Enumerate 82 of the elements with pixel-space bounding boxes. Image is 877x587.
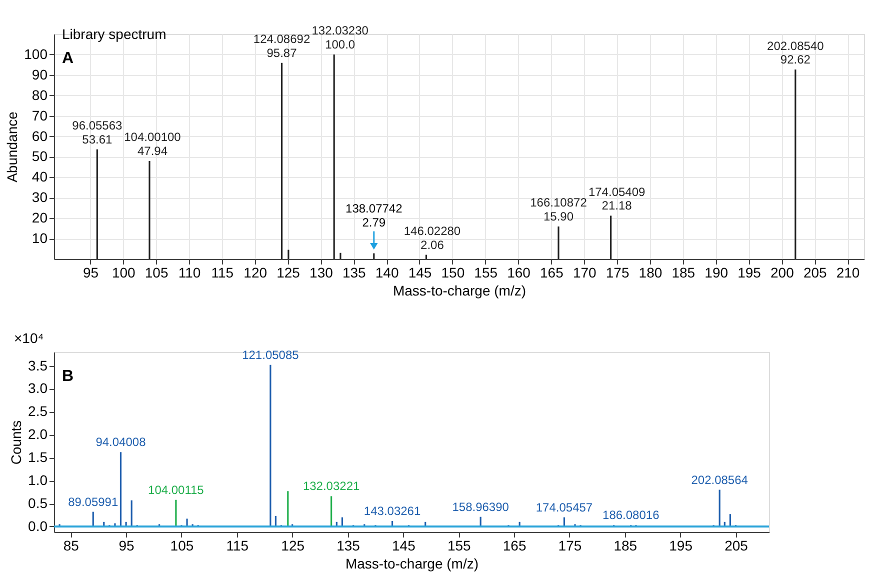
y-tick-label: 0.0 [28,518,48,534]
data-label: 174.05409 21.18 [588,184,646,213]
data-label: 132.03230 100.0 [312,24,369,52]
y-tick-label: 70 [32,107,48,124]
annotation: 121.05085 [242,348,300,362]
data-label: 96.05563 53.61 [72,118,123,146]
x-tick-label: 120 [244,264,268,280]
data-label: 146.02280 2.06 [404,224,461,252]
x-tick-label: 165 [502,538,526,554]
x-tick-label: 95 [82,264,99,280]
x-tick-label: 150 [441,264,465,280]
x-tick-label: 205 [724,538,748,554]
y-tick-label: 100 [24,46,48,62]
x-axis-title: Mass-to-charge (m/z) [392,282,526,298]
x-tick-label: 205 [803,264,827,280]
annotation: A [62,50,74,67]
x-tick-label: 125 [281,538,305,554]
y-axis-title: Abundance [4,111,20,182]
x-tick-label: 185 [614,538,638,554]
annotation: 186.08016 [602,508,660,522]
x-tick-label: 195 [669,538,693,554]
x-tick-label: 100 [112,264,136,280]
annotation: 89.05991 [68,494,118,509]
data-label: 104.00100 47.94 [124,130,182,158]
chart-title: Library spectrum [62,26,166,42]
x-tick-label: 130 [310,264,334,280]
x-tick-label: 190 [704,264,728,280]
x-tick-label: 105 [170,538,194,554]
y-tick-label: 3.5 [28,357,48,374]
x-tick-label: 175 [558,538,582,554]
annotation: B [62,368,74,385]
x-tick-label: 200 [770,264,794,280]
y-tick-label: 10 [32,230,48,246]
x-tick-label: 140 [375,264,399,280]
y-tick-label: 90 [32,66,48,82]
x-tick-label: 115 [226,538,249,554]
data-label: 202.08540 92.62 [767,38,824,67]
x-tick-label: 185 [672,264,696,280]
y-tick-label: 30 [32,189,48,206]
x-tick-label: 110 [178,264,201,280]
x-tick-label: 210 [836,264,860,280]
y-tick-label: 50 [32,148,48,164]
annotation: 143.03261 [364,504,421,518]
annotation: 138.07742 2.79 [346,201,403,230]
x-tick-label: 155 [474,264,498,280]
y-tick-label: 40 [32,168,48,185]
annotation: 174.05457 [536,500,593,514]
y-tick-label: 20 [32,210,48,226]
x-tick-label: 175 [606,264,630,280]
x-tick-label: 95 [118,538,135,554]
y-tick-label: 0.5 [28,495,48,512]
y-tick-label: 1.0 [28,472,48,488]
x-axis-title: Mass-to-charge (m/z) [345,556,479,572]
x-tick-label: 85 [63,538,80,554]
annotation: 158.96390 [452,500,510,514]
x-tick-label: 160 [507,264,531,280]
x-tick-label: 125 [276,264,300,280]
annotation: 202.08564 [691,472,748,487]
y-tick-label: 2.0 [28,426,48,442]
x-tick-label: 155 [447,538,472,554]
data-label: 124.08692 95.87 [253,32,310,60]
y-tick-label: 60 [32,128,48,144]
annotation: 104.00115 [148,482,204,497]
text: ×10⁴ [14,330,44,346]
x-tick-label: 180 [638,264,662,280]
y-tick-label: 80 [32,86,48,103]
x-tick-label: 170 [572,264,597,280]
x-tick-label: 105 [144,264,168,280]
data-label: 166.10872 15.90 [530,196,588,224]
x-tick-label: 135 [342,264,366,280]
x-tick-label: 195 [738,264,762,280]
y-tick-label: 2.5 [28,403,48,420]
annotation: 94.04008 [96,435,146,450]
x-tick-label: 135 [336,538,360,554]
x-tick-label: 115 [211,264,234,280]
x-tick-label: 145 [392,538,416,554]
y-tick-label: 1.5 [28,449,48,466]
y-axis-title: Counts [8,420,24,465]
x-tick-label: 145 [408,264,432,280]
x-tick-label: 165 [540,264,564,280]
y-tick-label: 3.0 [28,380,48,396]
annotation: 132.03221 [302,479,360,494]
